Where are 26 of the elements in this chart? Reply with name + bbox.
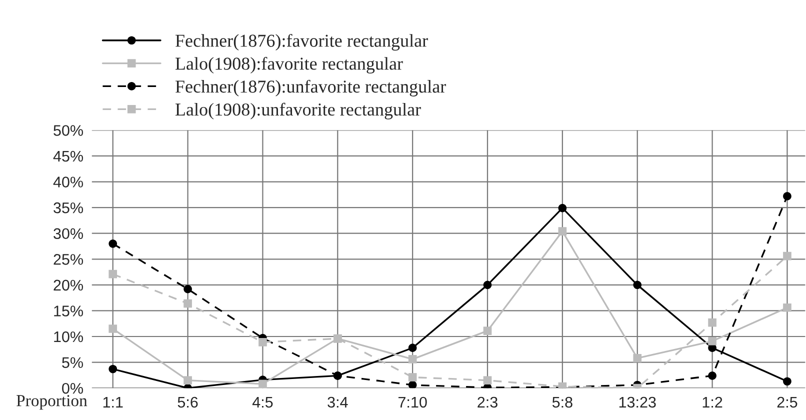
y-tick-label: 15% — [54, 306, 84, 316]
y-tick-label: 0% — [62, 382, 84, 394]
y-tick-label: 40% — [53, 176, 84, 188]
x-tick-label: 1:1 — [103, 396, 123, 408]
y-tick-label: 25% — [54, 254, 84, 265]
x-tick-label: 13:23 — [619, 396, 656, 408]
y-tick-label: 10% — [54, 331, 84, 342]
y-tick-label: 5% — [62, 357, 84, 368]
y-tick-label: 45% — [53, 150, 84, 162]
legend-label: Fechner(1876):favorite rectangular — [175, 34, 428, 51]
y-tick-label: 20% — [54, 280, 84, 291]
x-tick-label: 5:8 — [552, 396, 572, 408]
x-tick-label: 1:2 — [702, 396, 722, 408]
x-axis-title: Proportion — [16, 395, 88, 410]
legend-label: Lalo(1908):favorite rectangular — [175, 56, 403, 74]
legend-label: Lalo(1908):unfavorite rectangular — [175, 102, 421, 120]
x-tick-label: 3:4 — [328, 396, 348, 408]
y-tick-label: 35% — [54, 202, 84, 214]
x-tick-label: 4:5 — [252, 396, 273, 408]
legend-label: Fechner(1876):unfavorite rectangular — [175, 80, 446, 96]
x-tick-label: 7:10 — [398, 396, 427, 408]
x-tick-label: 2:3 — [478, 396, 498, 408]
x-tick-label: 2:5 — [777, 396, 798, 408]
x-tick-label: 5:6 — [178, 396, 198, 408]
y-tick-label: 50% — [54, 125, 84, 136]
y-tick-label: 30% — [54, 228, 84, 240]
